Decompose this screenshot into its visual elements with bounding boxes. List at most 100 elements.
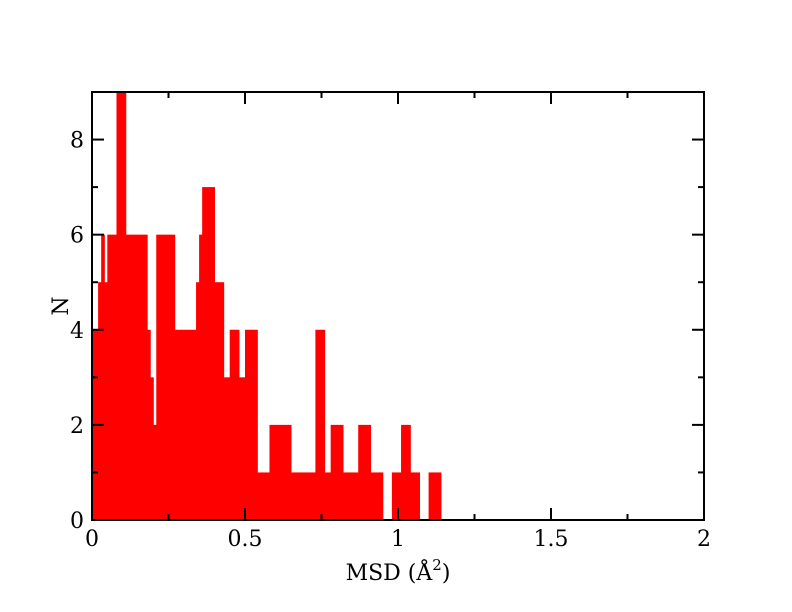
histogram-bar	[272, 424, 277, 520]
histogram-bar	[269, 424, 274, 520]
histogram-bar	[159, 234, 163, 521]
histogram-bar	[229, 329, 234, 520]
y-tick-labels: 0 2 4 6 8	[70, 129, 84, 534]
histogram-bars	[92, 92, 442, 521]
histogram-bar	[238, 377, 243, 520]
histogram-bar	[413, 472, 417, 520]
histogram-bar	[293, 472, 298, 520]
histogram-bar	[431, 472, 436, 520]
histogram-bar	[196, 282, 200, 520]
histogram-bar	[241, 377, 246, 520]
histogram-bar	[410, 472, 414, 520]
histogram-bar	[192, 329, 197, 520]
histogram-bar	[275, 424, 280, 520]
histogram-bar	[367, 424, 372, 520]
histogram-bar	[153, 424, 157, 520]
histogram-bar	[321, 329, 326, 520]
histogram-bar	[116, 92, 121, 520]
histogram-bar	[128, 234, 133, 521]
histogram-bar	[199, 234, 203, 521]
histogram-bar	[391, 472, 396, 520]
histogram-bar	[416, 472, 421, 520]
histogram-bar	[312, 472, 316, 520]
y-axis-label: N	[49, 296, 74, 315]
histogram-bar	[336, 424, 341, 520]
histogram-bar	[349, 472, 353, 520]
histogram-bar	[245, 329, 249, 520]
histogram-bar	[220, 282, 225, 520]
y-tick-label: 4	[70, 319, 84, 344]
histogram-bar	[300, 472, 304, 520]
histogram-bar	[189, 329, 194, 520]
histogram-bar	[290, 472, 295, 520]
histogram-bar	[404, 424, 408, 520]
x-tick-label: 2	[697, 527, 711, 552]
histogram-bar	[345, 472, 350, 520]
histogram-bar	[140, 234, 145, 521]
histogram-bar	[156, 234, 160, 521]
histogram-bar	[113, 234, 118, 521]
histogram-bar	[287, 424, 292, 520]
histogram-bar	[263, 472, 268, 520]
histogram-bar	[327, 472, 332, 520]
histogram-bar	[278, 424, 283, 520]
histogram-bar	[205, 187, 209, 521]
histogram-bar	[147, 329, 151, 520]
y-tick-label: 2	[70, 414, 84, 439]
x-tick-label: 1.5	[534, 527, 569, 552]
histogram-bar	[131, 234, 136, 521]
histogram-bar	[370, 472, 375, 520]
histogram-bar	[165, 234, 170, 521]
histogram-bar	[342, 472, 347, 520]
histogram-bar	[98, 282, 102, 520]
histogram-bar	[180, 329, 185, 520]
histogram-bar	[284, 424, 289, 520]
histogram-bar	[168, 234, 173, 521]
histogram-bar	[226, 377, 231, 520]
histogram-bar	[101, 234, 105, 521]
x-tick-label: 0	[85, 527, 99, 552]
histogram-bar	[297, 472, 301, 520]
histogram-bar	[303, 472, 307, 520]
histogram-bar	[434, 472, 439, 520]
histogram-bar	[202, 187, 206, 521]
x-axis-label: MSD (Å2)	[346, 556, 451, 586]
histogram-bar	[122, 92, 127, 520]
histogram-bar	[104, 282, 108, 520]
histogram-bar	[318, 329, 323, 520]
histogram-bar	[352, 472, 356, 520]
histogram-bar	[217, 282, 222, 520]
histogram-bar	[364, 424, 368, 520]
histogram-bar	[407, 424, 411, 520]
histogram-bar	[401, 424, 405, 520]
histogram-bar	[107, 234, 111, 521]
histogram-bar	[235, 329, 240, 520]
histogram-bar	[260, 472, 264, 520]
x-tick-labels: 0 0.5 1 1.5 2	[85, 527, 711, 552]
y-tick-label: 0	[70, 509, 84, 534]
histogram-bar	[306, 472, 310, 520]
histogram-bar	[144, 234, 148, 521]
x-axis-label-main: MSD (Å	[346, 558, 434, 586]
histogram-bar	[376, 472, 381, 520]
histogram-bar	[257, 472, 261, 520]
axis-ticks	[91, 91, 705, 521]
histogram-bar	[254, 329, 258, 520]
histogram-bar	[186, 329, 191, 520]
histogram-bar	[183, 329, 188, 520]
histogram-bar	[214, 282, 219, 520]
histogram-bar	[428, 472, 433, 520]
histogram-bar	[251, 329, 255, 520]
histogram-bar	[373, 472, 378, 520]
histogram-bar	[333, 424, 338, 520]
histogram-bar	[398, 472, 402, 520]
histogram-bar	[223, 377, 228, 520]
histogram-bar	[119, 92, 124, 520]
histogram-bar	[150, 377, 154, 520]
histogram-bar	[248, 329, 252, 520]
histogram-bar	[171, 234, 176, 521]
x-tick-label: 0.5	[228, 527, 263, 552]
x-tick-label: 1	[391, 527, 405, 552]
histogram-bar	[315, 329, 320, 520]
